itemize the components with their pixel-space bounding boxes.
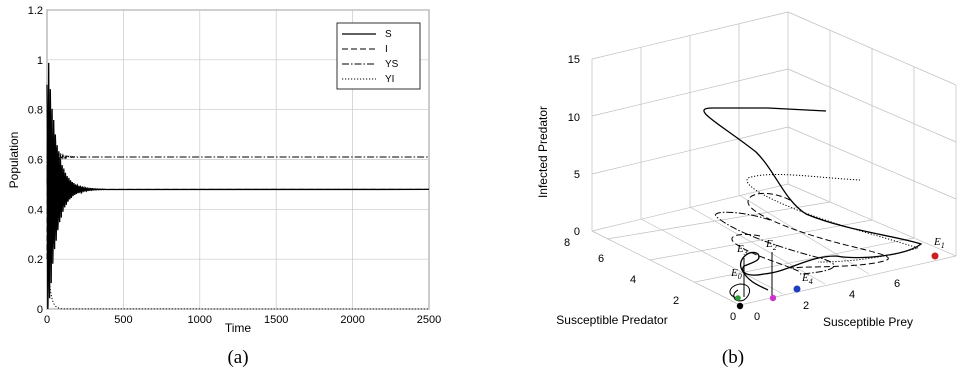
y-tick-label: 0.4 xyxy=(28,204,43,216)
y-tick-label: 0.2 xyxy=(28,254,43,266)
equilibrium-markers xyxy=(735,252,939,310)
trajectories-b xyxy=(703,107,923,302)
y-tick: 8 xyxy=(564,237,570,249)
z-tick: 15 xyxy=(568,54,580,66)
z-axis-label: Infected Predator xyxy=(536,106,550,198)
legend-label-i: I xyxy=(385,44,388,55)
equilibrium-labels: E0 E1 E2 E3 E4 xyxy=(730,236,945,286)
series-line-i xyxy=(46,146,429,260)
y-axis-label-a: Population xyxy=(7,132,21,189)
box-b xyxy=(591,11,957,306)
y-tick-label: 1.2 xyxy=(28,5,43,17)
x-axis-label-a: Time xyxy=(225,321,252,335)
caption-a: (a) xyxy=(227,347,248,368)
trajectory-dashdot-1 xyxy=(715,211,835,275)
label-e0: E0 xyxy=(730,267,742,281)
x-tick: 2 xyxy=(803,300,809,312)
marker-e0 xyxy=(736,302,744,310)
x-tick: 0 xyxy=(754,311,760,323)
label-e4: E4 xyxy=(801,272,813,286)
y-axis-label-b: Susceptible Predator xyxy=(556,313,667,327)
y-tick-label: 0.6 xyxy=(28,155,43,167)
legend-a: S I YS YI xyxy=(336,22,421,90)
trajectory-dotted-1 xyxy=(746,174,920,263)
ticks-a: 0 500 1000 1500 2000 2500 0 0.2 0.4 0.6 0.8 1 1.2 xyxy=(28,5,442,326)
legend-label-ys: YS xyxy=(385,59,399,70)
x-tick-label: 1500 xyxy=(264,314,288,326)
caption-b: (b) xyxy=(722,347,744,368)
legend-box xyxy=(336,22,421,90)
x-axis-label-b: Susceptible Prey xyxy=(823,315,913,329)
y-tick-label: 0 xyxy=(37,304,43,316)
x-tick-label: 1000 xyxy=(188,314,212,326)
x-tick-label: 500 xyxy=(114,314,132,326)
x-tick-label: 2000 xyxy=(340,314,364,326)
x-ticks-b: 0 2 4 6 xyxy=(754,278,900,323)
y-tick-label: 1 xyxy=(37,55,43,67)
z-tick: 5 xyxy=(574,169,580,181)
z-tick: 0 xyxy=(574,226,580,238)
series-line-ys xyxy=(46,135,429,185)
legend-label-yi: YI xyxy=(385,74,394,85)
y-tick: 2 xyxy=(673,295,679,307)
marker-e3 xyxy=(735,295,741,301)
z-ticks: 0 5 10 15 xyxy=(568,54,580,238)
trajectory-loops xyxy=(729,283,750,302)
drop-lines-b xyxy=(743,252,773,297)
trajectory-solid xyxy=(703,107,923,291)
series-a xyxy=(46,62,430,310)
x-tick-label: 0 xyxy=(44,314,50,326)
x-tick: 4 xyxy=(849,289,855,301)
series-line-yi xyxy=(46,244,430,310)
y-ticks-b: 0 2 4 6 8 xyxy=(564,237,736,323)
y-tick: 0 xyxy=(730,311,736,323)
x-tick-label: 2500 xyxy=(417,314,441,326)
x-tick: 6 xyxy=(894,278,900,290)
legend-label-s: S xyxy=(385,29,392,40)
panel-a: 0 500 1000 1500 2000 2500 0 0.2 0.4 0.6 0.8 1 1.2 S … xyxy=(7,5,441,368)
label-e1: E1 xyxy=(933,236,945,250)
panel-b: E0 E1 E2 E3 E4 0 5 10 15 0 2 4 6 8 0 2 4… xyxy=(536,11,957,368)
y-tick-label: 0.8 xyxy=(28,105,43,117)
y-tick: 6 xyxy=(598,253,604,265)
y-tick: 4 xyxy=(630,274,636,286)
marker-e2 xyxy=(769,294,777,302)
label-e2: E2 xyxy=(765,238,777,252)
label-e3: E3 xyxy=(736,243,748,257)
marker-e4 xyxy=(793,285,801,293)
z-tick: 10 xyxy=(568,112,580,124)
trajectory-dashed-2 xyxy=(731,233,801,273)
marker-e1 xyxy=(931,252,939,260)
